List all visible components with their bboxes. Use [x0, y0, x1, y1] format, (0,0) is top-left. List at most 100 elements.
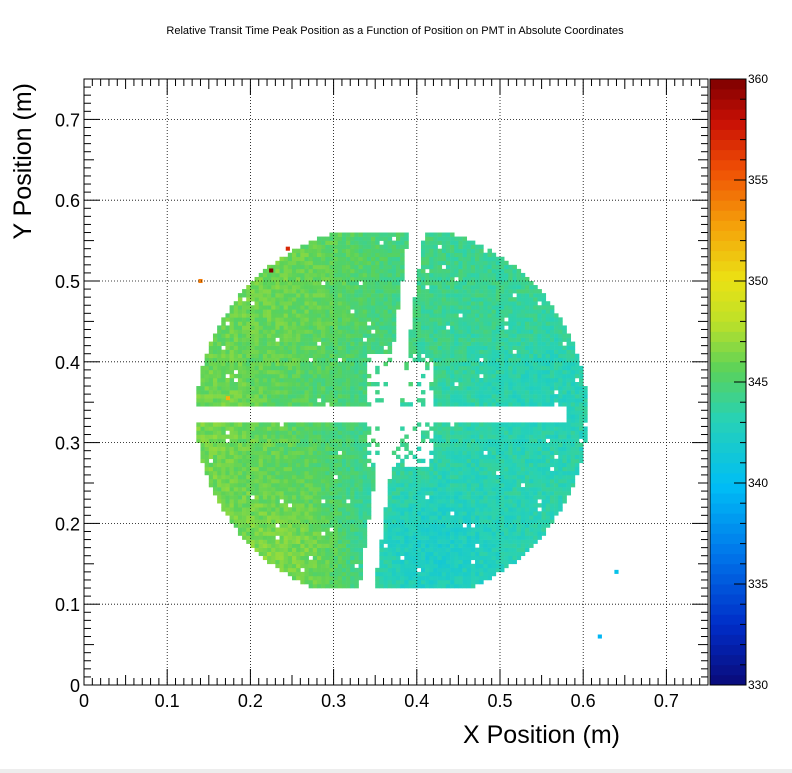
- heatmap-cell: [466, 386, 472, 391]
- heatmap-cell: [258, 382, 264, 387]
- heatmap-cell: [321, 402, 326, 407]
- heatmap-cell: [416, 329, 422, 334]
- heatmap-cell: [366, 232, 372, 237]
- heatmap-cell: [358, 511, 364, 516]
- heatmap-cell: [362, 264, 368, 270]
- heatmap-cell: [258, 293, 264, 298]
- heatmap-cell: [233, 507, 239, 512]
- heatmap-cell: [258, 289, 264, 294]
- heatmap-cell: [437, 321, 443, 326]
- heatmap-cell: [366, 458, 372, 464]
- heatmap-cell: [233, 305, 239, 310]
- heatmap-cell: [491, 281, 497, 286]
- heatmap-cell: [271, 422, 276, 427]
- heatmap-cell: [475, 321, 480, 326]
- heatmap-cell: [292, 390, 297, 395]
- heatmap-cell: [304, 559, 309, 565]
- heatmap-cell: [445, 398, 451, 403]
- heatmap-cell: [346, 317, 351, 322]
- heatmap-cell: [383, 317, 388, 322]
- heatmap-cell: [329, 438, 334, 443]
- heatmap-cell: [437, 236, 443, 241]
- heatmap-cell: [491, 495, 497, 500]
- heatmap-cell: [262, 394, 268, 399]
- heatmap-cell: [341, 341, 347, 346]
- heatmap-cell: [437, 240, 443, 245]
- heatmap-cell: [250, 313, 255, 318]
- heatmap-cell: [333, 398, 339, 403]
- heatmap-cell: [229, 487, 235, 492]
- heatmap-cell: [425, 313, 430, 318]
- heatmap-cell: [487, 454, 492, 460]
- heatmap-cell: [204, 373, 210, 379]
- heatmap-cell: [316, 446, 322, 451]
- heatmap-cell: [504, 305, 509, 310]
- heatmap-cell: [458, 402, 463, 407]
- heatmap-cell: [350, 365, 355, 371]
- heatmap-cell: [437, 369, 443, 375]
- heatmap-cell: [204, 353, 210, 359]
- heatmap-cell: [475, 349, 480, 355]
- heatmap-cell: [483, 272, 488, 278]
- heatmap-cell: [391, 276, 397, 282]
- heatmap-cell: [387, 483, 393, 488]
- heatmap-cell: [487, 438, 492, 443]
- heatmap-cell: [466, 313, 472, 318]
- heatmap-cell: [333, 575, 339, 581]
- heatmap-cell: [479, 426, 484, 431]
- heatmap-cell: [341, 515, 347, 520]
- heatmap-cell: [420, 515, 426, 520]
- heatmap-cell: [479, 491, 484, 496]
- heatmap-cell: [254, 470, 260, 476]
- heatmap-cell: [400, 584, 405, 589]
- heatmap-cell: [350, 579, 355, 585]
- heatmap-cell: [441, 248, 447, 254]
- heatmap-cell: [366, 487, 372, 492]
- heatmap-cell: [433, 466, 438, 472]
- heatmap-cell: [346, 252, 351, 258]
- heatmap-cell: [292, 398, 297, 403]
- heatmap-cell: [337, 575, 343, 581]
- heatmap-cell: [400, 402, 405, 407]
- heatmap-cell: [325, 337, 330, 342]
- heatmap-cell: [292, 478, 297, 484]
- heatmap-cell: [208, 390, 214, 395]
- heatmap-cell: [445, 240, 451, 245]
- heatmap-cell: [262, 345, 268, 350]
- heatmap-cell: [450, 264, 455, 270]
- heatmap-cell: [412, 523, 418, 528]
- heatmap-cell: [267, 495, 272, 500]
- heatmap-cell: [325, 430, 330, 435]
- heatmap-cell: [204, 365, 210, 371]
- heatmap-cell: [479, 264, 484, 270]
- heatmap-cell: [350, 252, 355, 258]
- heatmap-cell: [495, 293, 501, 298]
- heatmap-cell: [433, 450, 438, 456]
- heatmap-cell: [504, 503, 509, 508]
- heatmap-cell: [337, 317, 343, 322]
- heatmap-cell: [416, 313, 422, 318]
- heatmap-cell: [279, 301, 284, 306]
- heatmap-cell: [445, 281, 451, 286]
- heatmap-cell: [396, 503, 401, 508]
- heatmap-cell: [321, 289, 326, 294]
- heatmap-cell: [296, 454, 301, 460]
- heatmap-cell: [321, 462, 326, 468]
- heatmap-cell: [358, 434, 364, 439]
- heatmap-cell: [450, 305, 455, 310]
- heatmap-cell: [420, 483, 426, 488]
- heatmap-cell: [312, 329, 318, 334]
- heatmap-cell: [333, 293, 339, 298]
- heatmap-cell: [437, 519, 443, 524]
- heatmap-cell: [458, 394, 463, 399]
- heatmap-cell: [429, 256, 434, 262]
- heatmap-cell: [296, 333, 301, 338]
- heatmap-cell: [450, 390, 455, 395]
- heatmap-cell: [366, 333, 372, 338]
- heatmap-cell: [487, 539, 492, 544]
- heatmap-cell: [441, 301, 447, 306]
- heatmap-cell: [391, 256, 397, 262]
- heatmap-cell: [396, 575, 401, 581]
- heatmap-cell: [362, 373, 368, 379]
- heatmap-cell: [350, 495, 355, 500]
